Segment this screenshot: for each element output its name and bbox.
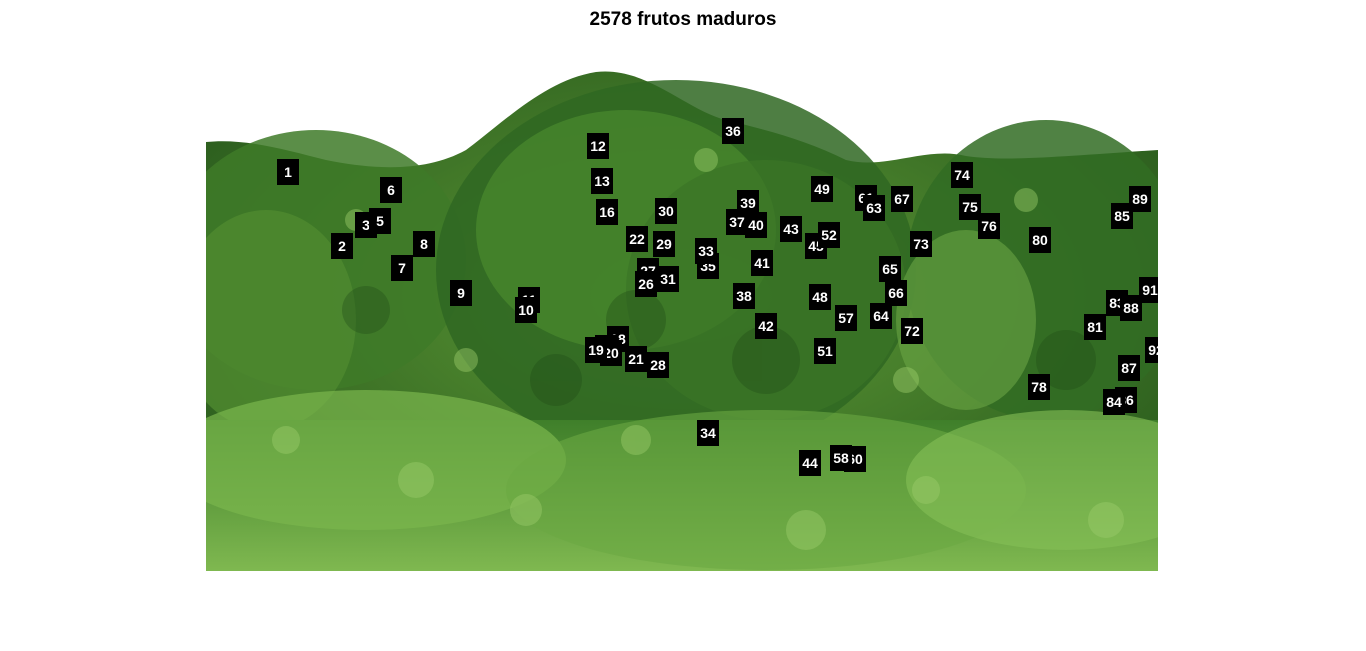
fruit-marker: 22 [626, 226, 648, 252]
fruit-marker: 41 [751, 250, 773, 276]
fruit-marker: 87 [1118, 355, 1140, 381]
fruit-marker: 2 [331, 233, 353, 259]
fruit-marker: 58 [830, 445, 852, 471]
fruit-marker: 49 [811, 176, 833, 202]
fruit-marker: 34 [697, 420, 719, 446]
fruit-marker: 7 [391, 255, 413, 281]
shrub-photo: 1235678911121316182122272628293031343536… [206, 60, 1158, 571]
fruit-marker: 81 [1084, 314, 1106, 340]
fruit-marker: 39 [737, 190, 759, 216]
fruit-marker: 80 [1029, 227, 1051, 253]
figure-title: 2578 frutos maduros [589, 9, 777, 30]
foliage-illustration [206, 60, 1158, 571]
fruit-marker: 66 [885, 280, 907, 306]
fruit-marker: 72 [901, 318, 923, 344]
fruit-marker: 64 [870, 303, 892, 329]
fruit-marker: 6 [380, 177, 402, 203]
fruit-marker: 26 [635, 271, 657, 297]
fruit-marker: 89 [1129, 186, 1151, 212]
fruit-marker: 29 [653, 231, 675, 257]
fruit-marker: 38 [733, 283, 755, 309]
fruit-marker: 30 [655, 198, 677, 224]
fruit-marker: 44 [799, 450, 821, 476]
fruit-marker: 19 [585, 337, 607, 363]
fruit-marker: 36 [722, 118, 744, 144]
fruit-marker: 78 [1028, 374, 1050, 400]
fruit-marker: 51 [814, 338, 836, 364]
fruit-marker: 85 [1111, 203, 1133, 229]
fruit-marker: 9 [450, 280, 472, 306]
fruit-marker: 76 [978, 213, 1000, 239]
fruit-marker: 48 [809, 284, 831, 310]
fruit-marker: 10 [515, 297, 537, 323]
fruit-marker: 75 [959, 194, 981, 220]
fruit-marker: 84 [1103, 389, 1125, 415]
fruit-marker: 12 [587, 133, 609, 159]
fruit-marker: 40 [745, 212, 767, 238]
fruit-marker: 67 [891, 186, 913, 212]
fruit-marker: 13 [591, 168, 613, 194]
fruit-marker: 74 [951, 162, 973, 188]
fruit-marker: 16 [596, 199, 618, 225]
fruit-marker: 57 [835, 305, 857, 331]
fruit-marker: 33 [695, 238, 717, 264]
fruit-marker: 65 [879, 256, 901, 282]
fruit-marker: 88 [1120, 295, 1142, 321]
fruit-marker: 8 [413, 231, 435, 257]
fruit-marker: 5 [369, 208, 391, 234]
fruit-marker: 52 [818, 222, 840, 248]
fruit-marker: 73 [910, 231, 932, 257]
fruit-marker: 42 [755, 313, 777, 339]
fruit-marker: 43 [780, 216, 802, 242]
fruit-marker: 92 [1145, 337, 1158, 363]
fruit-marker: 63 [863, 195, 885, 221]
fruit-marker: 91 [1139, 277, 1158, 303]
fruit-marker: 1 [277, 159, 299, 185]
fruit-marker: 31 [657, 266, 679, 292]
fruit-marker: 21 [625, 346, 647, 372]
fruit-marker: 28 [647, 352, 669, 378]
